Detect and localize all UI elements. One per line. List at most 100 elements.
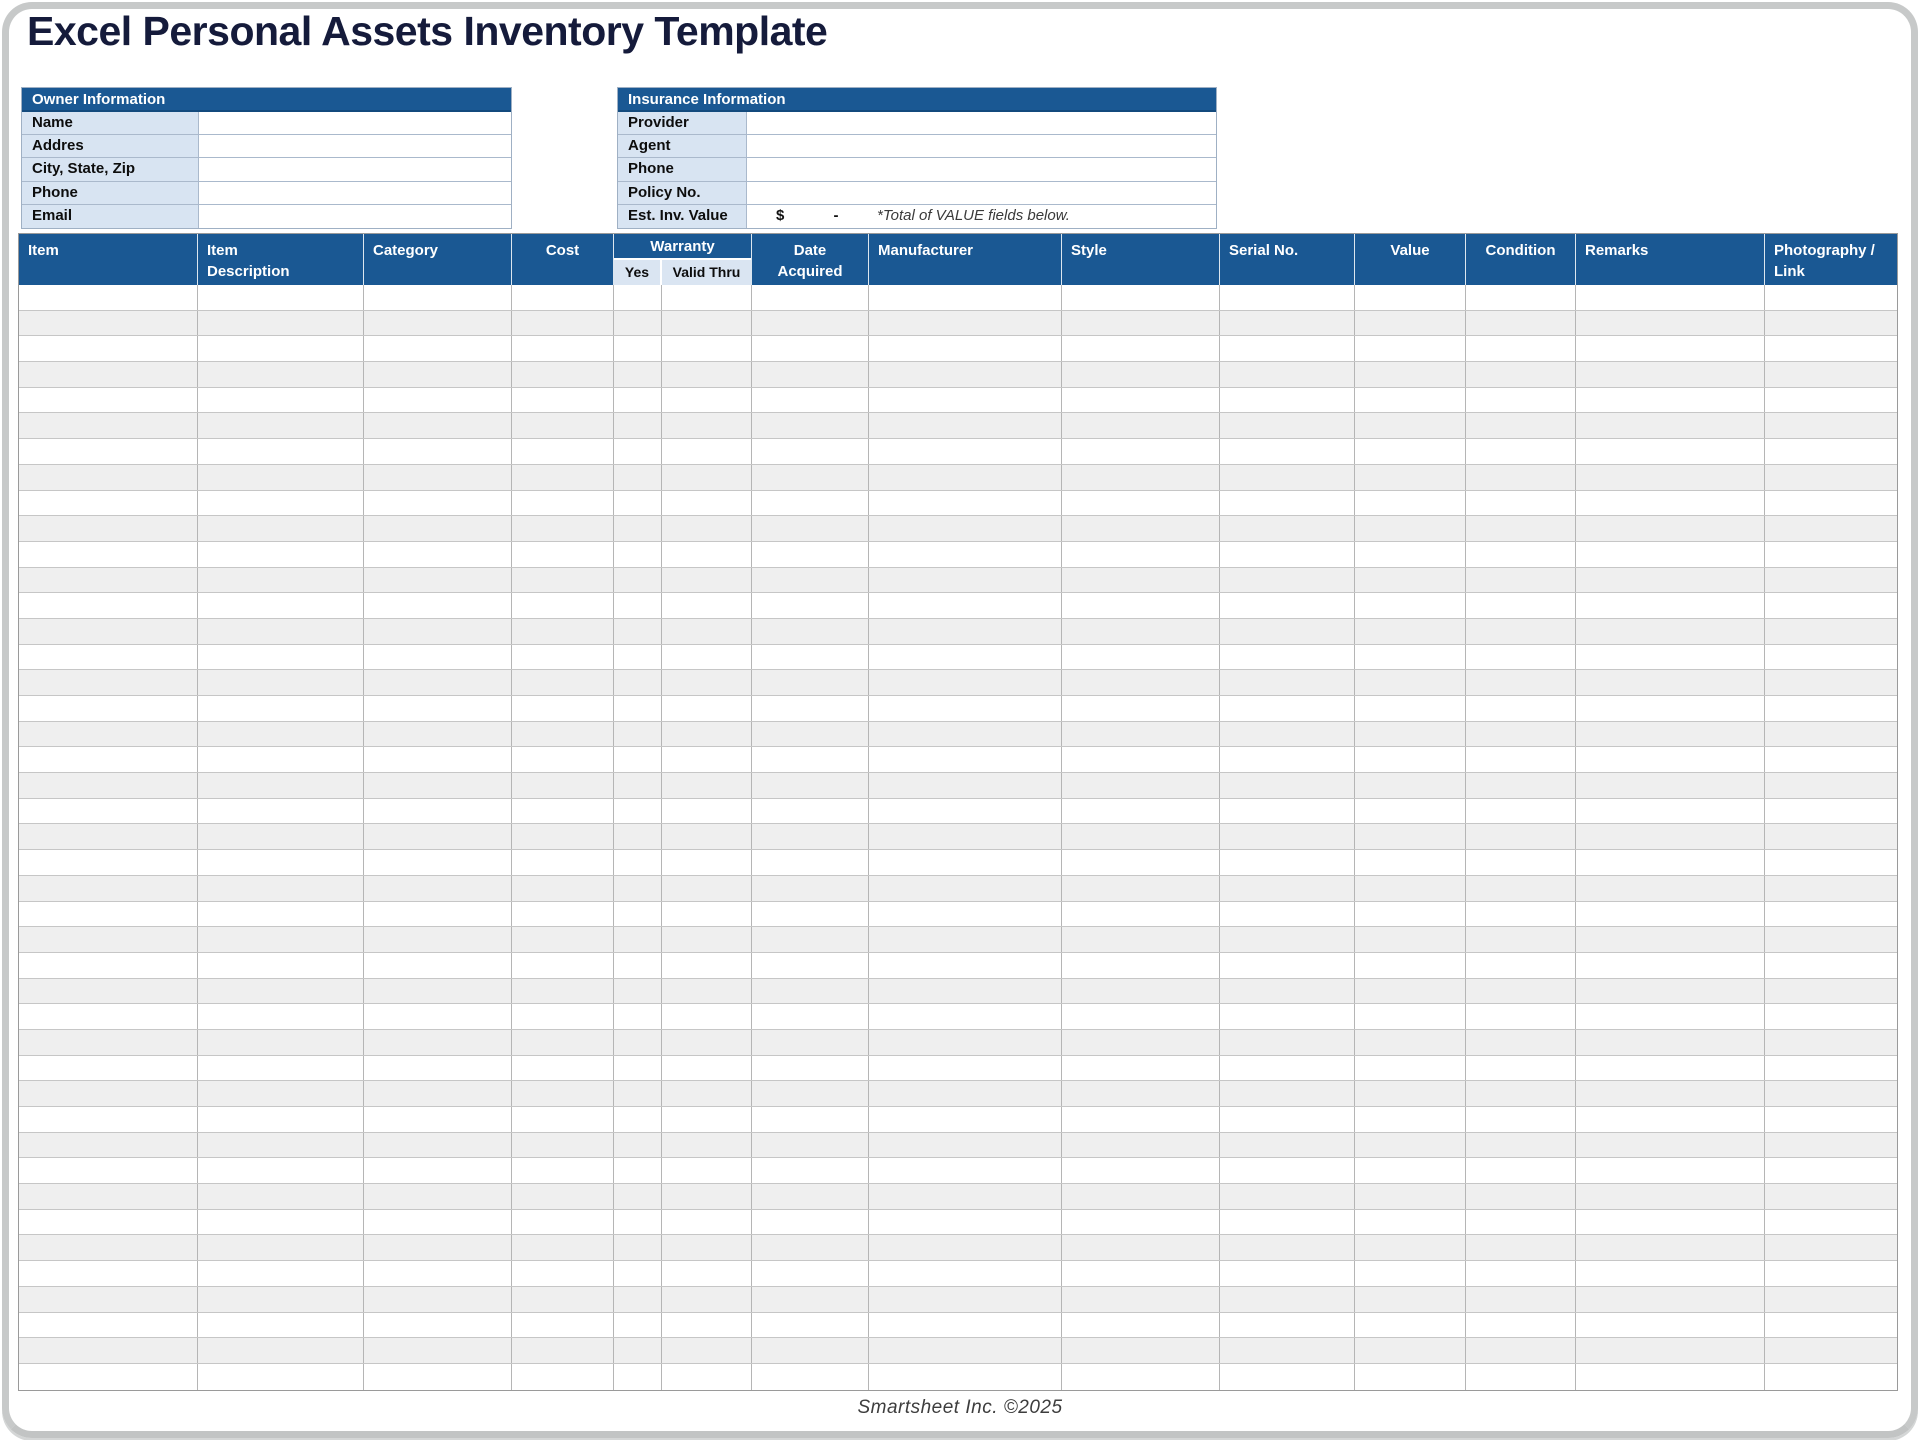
body-cell[interactable] [662, 387, 752, 413]
body-cell[interactable] [19, 1261, 198, 1286]
body-cell[interactable] [614, 593, 662, 618]
body-cell[interactable] [614, 952, 662, 978]
body-cell[interactable] [1576, 696, 1765, 721]
body-cell[interactable] [1576, 336, 1765, 362]
body-cell[interactable] [752, 516, 869, 541]
body-cell[interactable] [869, 1184, 1062, 1209]
body-cell[interactable] [752, 798, 869, 824]
body-cell[interactable] [364, 747, 512, 773]
body-cell[interactable] [1062, 1029, 1220, 1055]
body-cell[interactable] [614, 1029, 662, 1055]
body-cell[interactable] [198, 310, 364, 336]
body-cell[interactable] [1220, 567, 1355, 593]
body-cell[interactable] [1220, 927, 1355, 952]
body-cell[interactable] [1220, 1107, 1355, 1132]
body-cell[interactable] [512, 1004, 614, 1029]
body-cell[interactable] [1220, 1055, 1355, 1081]
body-cell[interactable] [198, 927, 364, 952]
body-cell[interactable] [198, 798, 364, 824]
body-cell[interactable] [512, 1081, 614, 1106]
body-cell[interactable] [1220, 1312, 1355, 1338]
body-cell[interactable] [512, 1107, 614, 1132]
body-cell[interactable] [1355, 1338, 1466, 1363]
body-cell[interactable] [1576, 567, 1765, 593]
body-cell[interactable] [364, 541, 512, 567]
body-cell[interactable] [752, 644, 869, 670]
body-cell[interactable] [1220, 464, 1355, 490]
body-cell[interactable] [1355, 901, 1466, 927]
body-cell[interactable] [1220, 798, 1355, 824]
body-cell[interactable] [1576, 490, 1765, 516]
body-cell[interactable] [364, 618, 512, 644]
body-cell[interactable] [662, 927, 752, 952]
body-cell[interactable] [198, 1029, 364, 1055]
body-cell[interactable] [752, 1004, 869, 1029]
body-cell[interactable] [752, 439, 869, 464]
body-cell[interactable] [662, 1184, 752, 1209]
body-cell[interactable] [198, 336, 364, 362]
body-cell[interactable] [1466, 541, 1576, 567]
body-cell[interactable] [512, 1158, 614, 1184]
body-cell[interactable] [364, 1158, 512, 1184]
body-cell[interactable] [614, 747, 662, 773]
body-cell[interactable] [614, 824, 662, 850]
body-cell[interactable] [1062, 1081, 1220, 1106]
body-cell[interactable] [1576, 1261, 1765, 1286]
body-cell[interactable] [1220, 1184, 1355, 1209]
body-cell[interactable] [662, 1107, 752, 1132]
body-cell[interactable] [19, 1158, 198, 1184]
body-cell[interactable] [869, 464, 1062, 490]
body-cell[interactable] [752, 490, 869, 516]
body-cell[interactable] [512, 1055, 614, 1081]
body-cell[interactable] [869, 1158, 1062, 1184]
body-cell[interactable] [1220, 773, 1355, 798]
body-cell[interactable] [662, 593, 752, 618]
body-cell[interactable] [198, 644, 364, 670]
body-cell[interactable] [752, 875, 869, 901]
body-cell[interactable] [1466, 850, 1576, 875]
body-cell[interactable] [19, 901, 198, 927]
body-cell[interactable] [1765, 979, 1897, 1004]
body-cell[interactable] [19, 336, 198, 362]
phone-input-cell[interactable] [199, 181, 511, 204]
body-cell[interactable] [198, 362, 364, 387]
body-cell[interactable] [1466, 798, 1576, 824]
body-cell[interactable] [1466, 952, 1576, 978]
body-cell[interactable] [364, 978, 512, 1004]
body-cell[interactable] [364, 464, 512, 490]
body-cell[interactable] [1220, 1235, 1355, 1261]
body-cell[interactable] [1062, 1363, 1220, 1390]
body-cell[interactable] [1355, 516, 1466, 541]
body-cell[interactable] [198, 901, 364, 927]
body-cell[interactable] [512, 1312, 614, 1338]
body-cell[interactable] [1220, 285, 1355, 310]
body-cell[interactable] [614, 336, 662, 362]
body-cell[interactable] [198, 1107, 364, 1132]
body-cell[interactable] [752, 464, 869, 490]
body-cell[interactable] [869, 1312, 1062, 1338]
body-cell[interactable] [364, 413, 512, 439]
body-cell[interactable] [19, 875, 198, 901]
body-cell[interactable] [1355, 1261, 1466, 1286]
body-cell[interactable] [869, 310, 1062, 336]
body-cell[interactable] [662, 850, 752, 875]
body-cell[interactable] [614, 1235, 662, 1261]
body-cell[interactable] [1576, 362, 1765, 387]
body-cell[interactable] [1765, 1210, 1897, 1235]
body-cell[interactable] [364, 824, 512, 850]
body-cell[interactable] [512, 1261, 614, 1286]
body-cell[interactable] [364, 1363, 512, 1390]
body-cell[interactable] [752, 567, 869, 593]
body-cell[interactable] [614, 644, 662, 670]
body-cell[interactable] [614, 1312, 662, 1338]
body-cell[interactable] [19, 593, 198, 618]
body-cell[interactable] [1355, 644, 1466, 670]
body-cell[interactable] [1466, 875, 1576, 901]
body-cell[interactable] [752, 901, 869, 927]
body-cell[interactable] [662, 747, 752, 773]
body-cell[interactable] [869, 1338, 1062, 1363]
body-cell[interactable] [662, 1055, 752, 1081]
body-cell[interactable] [1466, 1363, 1576, 1390]
body-cell[interactable] [1220, 850, 1355, 875]
body-cell[interactable] [512, 490, 614, 516]
